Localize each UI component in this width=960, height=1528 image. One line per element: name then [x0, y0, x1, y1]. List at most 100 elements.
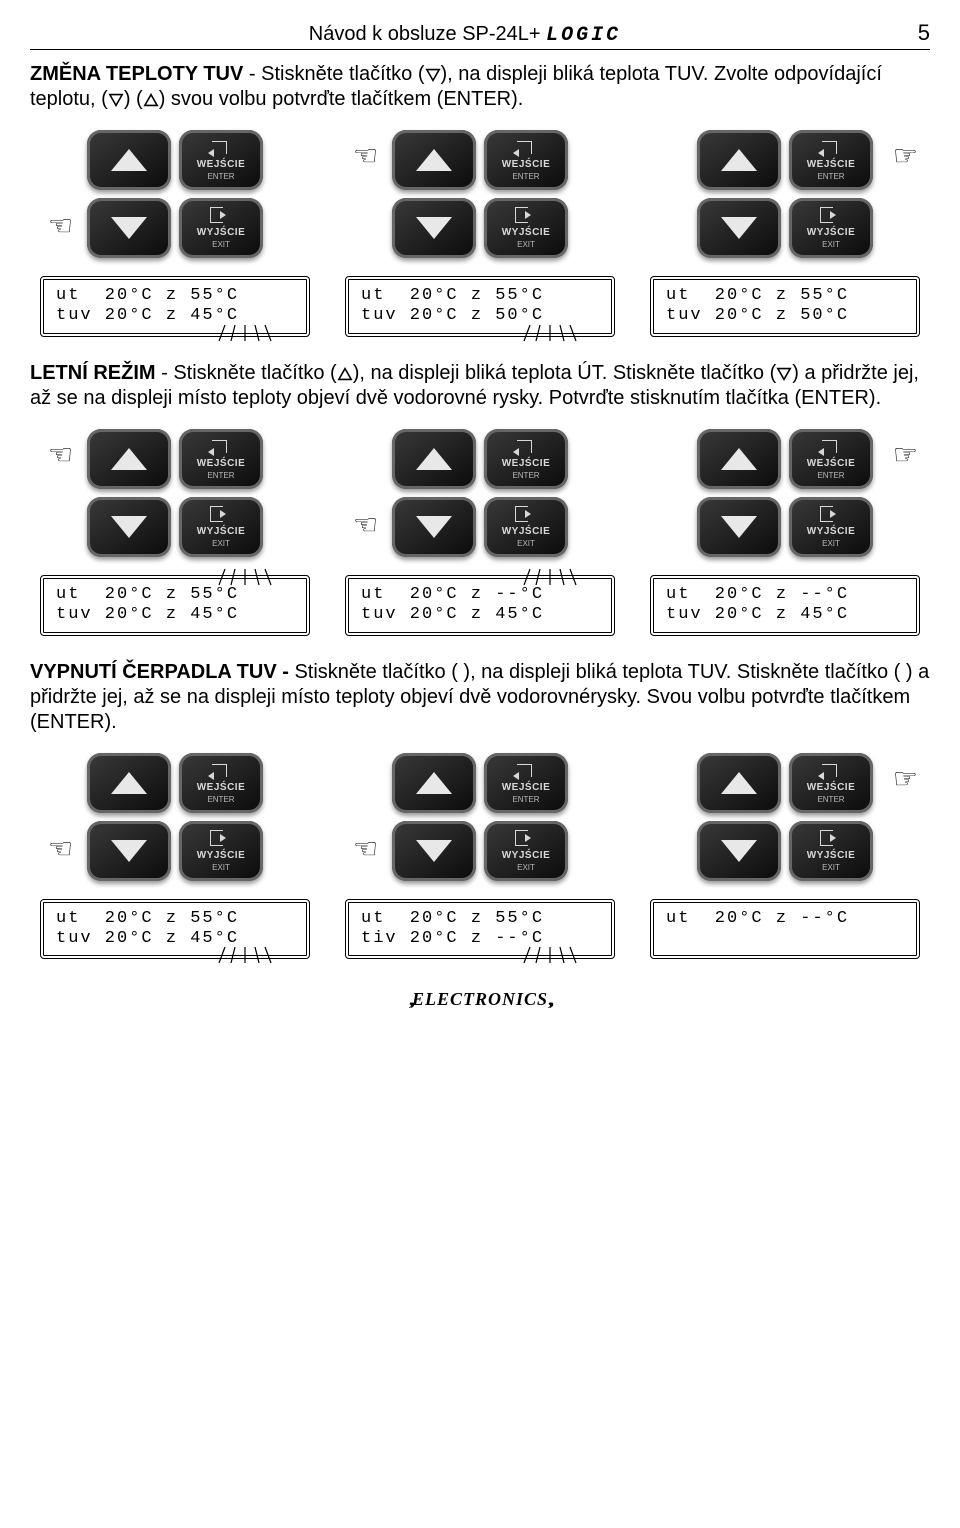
p3-bold: VYPNUTÍ ČERPADLA TUV -: [30, 661, 294, 683]
exit-label: WYJŚCIE: [807, 850, 856, 861]
down-button[interactable]: [87, 198, 171, 258]
enter-button[interactable]: WEJŚCIEENTER: [179, 753, 263, 813]
exit-label: WYJŚCIE: [502, 850, 551, 861]
exit-button[interactable]: WYJŚCIE EXIT: [179, 497, 263, 557]
keypad-group: WEJŚCIEENTER WYJŚCIEEXIT ☞: [335, 429, 625, 557]
down-button[interactable]: [697, 497, 781, 557]
hand-icon: ☞: [353, 835, 378, 863]
up-icon: [143, 93, 159, 107]
enter-button[interactable]: WEJŚCIEENTER: [789, 753, 873, 813]
title-logic: LOGIC: [546, 24, 621, 47]
exit-label: WYJŚCIE: [197, 227, 246, 238]
hand-icon: ☞: [48, 835, 73, 863]
exit-label: WYJŚCIE: [197, 850, 246, 861]
lcd-2b: ut 20°C z --°C tuv 20°C z 45°C: [345, 575, 615, 636]
exit-button[interactable]: WYJŚCIE EXIT: [789, 821, 873, 881]
enter-button[interactable]: WEJŚCIEENTER: [484, 429, 568, 489]
exit-button[interactable]: WYJŚCIEEXIT: [789, 497, 873, 557]
exit-sublabel: EXIT: [822, 863, 840, 872]
down-button[interactable]: [392, 198, 476, 258]
enter-label: WEJŚCIE: [197, 458, 246, 469]
down-button[interactable]: [87, 821, 171, 881]
exit-icon: [515, 207, 537, 225]
keypad-row-3: WEJŚCIEENTER WYJŚCIE EXIT ☞ WEJŚCIEENTER WYJŚ…: [30, 753, 930, 881]
page-header: Návod k obsluze SP-24L+ LOGIC 5: [30, 20, 930, 50]
enter-button[interactable]: WEJŚCIEENTER: [179, 429, 263, 489]
keypad-group: WEJŚCIEENTERWYJŚCIEEXIT☞: [335, 130, 625, 258]
exit-label: WYJŚCIE: [502, 227, 551, 238]
enter-icon: [210, 139, 232, 157]
exit-icon: [515, 506, 537, 524]
up-button[interactable]: [392, 130, 476, 190]
exit-icon: [820, 830, 842, 848]
exit-label: WYJŚCIE: [197, 526, 246, 537]
keypad-group: WEJŚCIEENTER WYJŚCIE EXIT ☞: [640, 130, 930, 258]
enter-button[interactable]: WEJŚCIEENTER: [179, 130, 263, 190]
exit-button[interactable]: WYJŚCIEEXIT: [484, 198, 568, 258]
up-icon: [337, 367, 353, 381]
down-button[interactable]: [87, 497, 171, 557]
lcd-row-2: ut 20°C z 55°C tuv 20°C z 45°C ut 20°C z…: [30, 575, 930, 636]
paragraph-1: ZMĚNA TEPLOTY TUV - Stiskněte tlačítko (…: [30, 62, 930, 112]
exit-sublabel: EXIT: [212, 539, 230, 548]
hand-icon: ☞: [48, 441, 73, 469]
up-button[interactable]: [87, 753, 171, 813]
enter-button[interactable]: WEJŚCIE ENTER: [789, 429, 873, 489]
lcd-3b: ut 20°C z 55°C tiv 20°C z --°C: [345, 899, 615, 960]
enter-label: WEJŚCIE: [502, 458, 551, 469]
exit-sublabel: EXIT: [212, 863, 230, 872]
paragraph-2: LETNÍ REŽIM - Stiskněte tlačítko (), na …: [30, 361, 930, 411]
exit-label: WYJŚCIE: [807, 227, 856, 238]
enter-sublabel: ENTER: [207, 795, 234, 804]
lcd-1c: ut 20°C z 55°C tuv 20°C z 50°C: [650, 276, 920, 337]
hand-icon: ☞: [893, 142, 918, 170]
keypad-row-1: WEJŚCIEENTERWYJŚCIEEXIT☞WEJŚCIEENTERWYJŚ…: [30, 130, 930, 258]
exit-sublabel: EXIT: [212, 240, 230, 249]
footer-brand: ELECTRONICS: [30, 989, 930, 1010]
lcd-row-1: ut 20°C z 55°C tuv 20°C z 45°C ut 20°C z…: [30, 276, 930, 337]
enter-sublabel: ENTER: [512, 795, 539, 804]
up-button[interactable]: [697, 130, 781, 190]
lcd-3c: ut 20°C z --°C: [650, 899, 920, 960]
up-button[interactable]: [87, 429, 171, 489]
hand-icon: ☞: [353, 511, 378, 539]
down-icon: [776, 367, 792, 381]
keypad-group: WEJŚCIEENTERWYJŚCIEEXIT☞: [640, 429, 930, 557]
enter-label: WEJŚCIE: [807, 458, 856, 469]
exit-button[interactable]: WYJŚCIEEXIT: [484, 497, 568, 557]
exit-button[interactable]: WYJŚCIE EXIT: [179, 198, 263, 258]
hand-icon: ☞: [48, 212, 73, 240]
up-button[interactable]: [87, 130, 171, 190]
hand-icon: ☞: [893, 765, 918, 793]
exit-sublabel: EXIT: [822, 240, 840, 249]
lcd-2c: ut 20°C z --°C tuv 20°C z 45°C: [650, 575, 920, 636]
enter-icon: [515, 762, 537, 780]
up-button[interactable]: [697, 429, 781, 489]
down-button[interactable]: [392, 821, 476, 881]
enter-icon: [820, 139, 842, 157]
exit-button[interactable]: WYJŚCIEEXIT: [484, 821, 568, 881]
exit-button[interactable]: WYJŚCIE EXIT: [789, 198, 873, 258]
exit-icon: [515, 830, 537, 848]
down-button[interactable]: [392, 497, 476, 557]
down-button[interactable]: [697, 198, 781, 258]
p1-t4: ) svou volbu potvrďte tlačítkem (ENTER).: [159, 88, 524, 110]
up-button[interactable]: [697, 753, 781, 813]
exit-sublabel: EXIT: [517, 539, 535, 548]
exit-sublabel: EXIT: [822, 539, 840, 548]
exit-button[interactable]: WYJŚCIE EXIT: [179, 821, 263, 881]
enter-sublabel: ENTER: [817, 471, 844, 480]
enter-icon: [210, 438, 232, 456]
exit-icon: [210, 830, 232, 848]
enter-button[interactable]: WEJŚCIEENTER: [484, 753, 568, 813]
p1-t3: ) (: [124, 88, 143, 110]
up-button[interactable]: [392, 429, 476, 489]
lcd-1b: ut 20°C z 55°C tuv 20°C z 50°C: [345, 276, 615, 337]
enter-button[interactable]: WEJŚCIEENTER: [789, 130, 873, 190]
enter-button[interactable]: WEJŚCIEENTER: [484, 130, 568, 190]
up-button[interactable]: [392, 753, 476, 813]
down-icon: [425, 68, 441, 82]
down-button[interactable]: [697, 821, 781, 881]
down-icon: [108, 93, 124, 107]
title-prefix: Návod k obsluze SP-24L+: [309, 23, 546, 45]
